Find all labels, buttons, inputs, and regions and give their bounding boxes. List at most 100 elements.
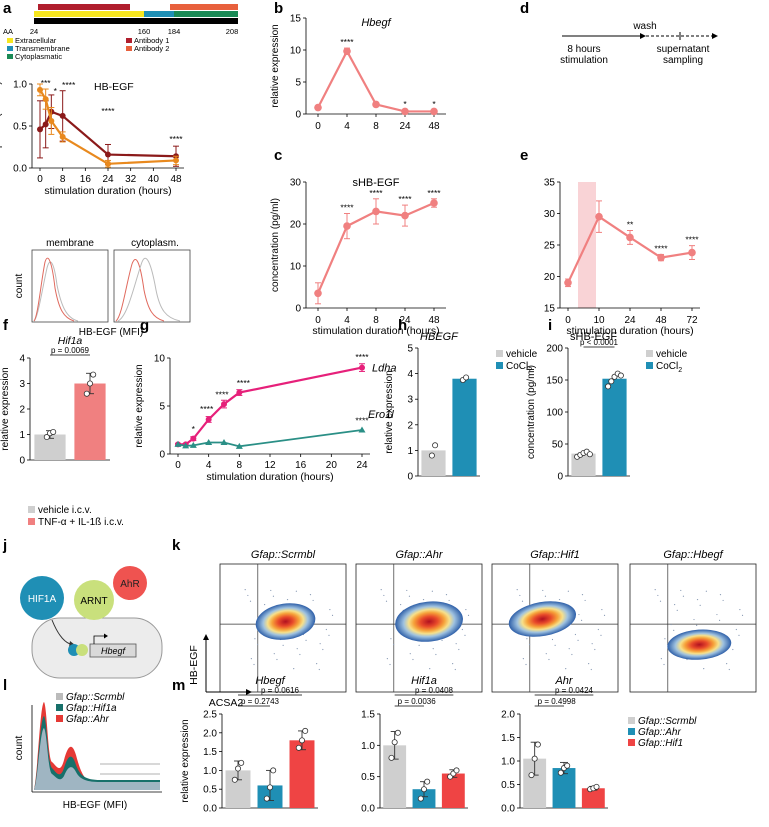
event-dot	[429, 668, 431, 670]
y-tick-label: 1.5	[501, 733, 515, 744]
chart-title: sHB-EGF	[352, 177, 399, 189]
antibody2-bar	[170, 4, 238, 10]
legend-swatch-hif1a	[56, 704, 63, 711]
y-tick-label: 15	[544, 304, 556, 315]
y-tick-label: 1.5	[361, 710, 375, 721]
aa-tick: 24	[30, 27, 38, 36]
flow-box-cytoplasm	[113, 249, 191, 323]
y-tick-label: 2.5	[203, 710, 217, 721]
replicate-point	[534, 741, 541, 748]
replicate-point	[417, 795, 424, 802]
event-dot	[448, 599, 450, 602]
event-dot	[244, 589, 246, 591]
panel-label-m: m	[172, 677, 185, 694]
y-axis-label: % of parent (scaled)	[0, 81, 3, 171]
data-point	[189, 441, 197, 448]
event-dot	[571, 653, 573, 656]
event-dot	[452, 663, 454, 665]
y-tick-label: 50	[552, 440, 564, 451]
chart-title: Hbegf	[255, 675, 285, 687]
event-dot	[525, 663, 527, 666]
wash-label: wash	[632, 21, 656, 32]
event-dot	[329, 608, 331, 611]
legend-swatch-tnf	[28, 518, 35, 525]
event-dot	[554, 644, 556, 646]
data-point	[205, 438, 213, 445]
data-point	[190, 435, 197, 442]
x-tick-label: 8	[373, 315, 379, 326]
event-dot	[454, 668, 456, 671]
y-tick-label: 4	[407, 369, 413, 380]
event-dot	[445, 593, 448, 596]
legend-ahr: Gfap::Ahr	[66, 714, 109, 725]
event-dot	[548, 658, 550, 661]
event-dot	[418, 644, 420, 646]
density-plot-title: Gfap::Hbegf	[663, 549, 723, 561]
legend-swatch	[126, 38, 132, 43]
event-dot	[726, 663, 728, 665]
stimulation-label: 8 hours	[567, 44, 600, 55]
replicate-point	[83, 390, 90, 397]
replicate-point	[50, 428, 57, 435]
flow-density-plots: Gfap::Scrmbl Gfap::Ahr Gfap::Hif1 Gfap::Hbe…	[188, 549, 757, 709]
significance-label: *	[432, 99, 436, 109]
density-blob	[508, 601, 577, 637]
legend-swatch-vehicle	[28, 506, 35, 513]
y-axis-label: concentration (pg/ml)	[270, 198, 281, 292]
arnt-bound	[76, 644, 88, 656]
event-dot	[409, 653, 411, 655]
bar	[289, 740, 315, 808]
data-point	[657, 253, 665, 262]
event-dot	[680, 589, 682, 592]
aa-tick: 160	[138, 27, 151, 36]
event-dot	[601, 608, 603, 611]
y-tick-label: 1.5	[203, 747, 217, 758]
data-point	[401, 107, 409, 116]
data-point	[236, 389, 243, 396]
x-axis-label: stimulation duration (hours)	[206, 471, 333, 483]
replicate-point	[586, 451, 593, 458]
m-legend-ahr: Gfap::Ahr	[638, 727, 681, 738]
y-tick-label: 1.0	[501, 757, 515, 768]
y-tick-label: 25	[544, 241, 556, 252]
event-dot	[578, 613, 580, 616]
event-dot	[526, 638, 528, 640]
replicate-point	[453, 767, 460, 774]
histogram-y-label: count	[14, 736, 25, 761]
y-tick-label: 10	[290, 46, 302, 57]
replicate-point	[231, 776, 238, 783]
flow-curve-isotype	[33, 261, 79, 322]
replicate-point	[531, 755, 538, 762]
data-point	[205, 416, 212, 423]
bar	[523, 758, 547, 808]
y-axis-label: relative expression	[270, 24, 281, 107]
legend-swatch	[126, 46, 132, 51]
replicate-point	[298, 737, 305, 744]
event-dot	[254, 638, 256, 640]
panel-label-e: e	[520, 147, 528, 164]
significance-label: *	[403, 99, 407, 109]
f-legend-tnf: TNF-α + IL-1ß i.c.v.	[38, 517, 124, 528]
density-blob	[255, 603, 316, 640]
bar	[441, 773, 465, 808]
x-tick-label: 0	[315, 315, 321, 326]
chart-a: 0.0 0.5 1.0 % of parent (scaled) stimulation…	[0, 78, 184, 197]
replicate-point	[528, 772, 535, 779]
data-point	[59, 133, 66, 140]
density-plot-frame	[219, 563, 347, 693]
binding-arrow	[51, 619, 71, 645]
data-point	[37, 86, 43, 93]
chart-title: Hbegf	[361, 17, 391, 29]
significance-label: ****	[237, 378, 251, 388]
significance-label: ****	[340, 37, 354, 47]
f-legend-vehicle: vehicle i.c.v.	[38, 505, 92, 516]
event-dot	[516, 589, 518, 591]
data-point	[173, 157, 179, 164]
event-dot	[558, 598, 561, 601]
y-tick-label: 150	[546, 376, 563, 387]
event-dot	[735, 628, 737, 631]
replicate-point	[391, 739, 398, 746]
density-plot-frame	[355, 563, 483, 693]
